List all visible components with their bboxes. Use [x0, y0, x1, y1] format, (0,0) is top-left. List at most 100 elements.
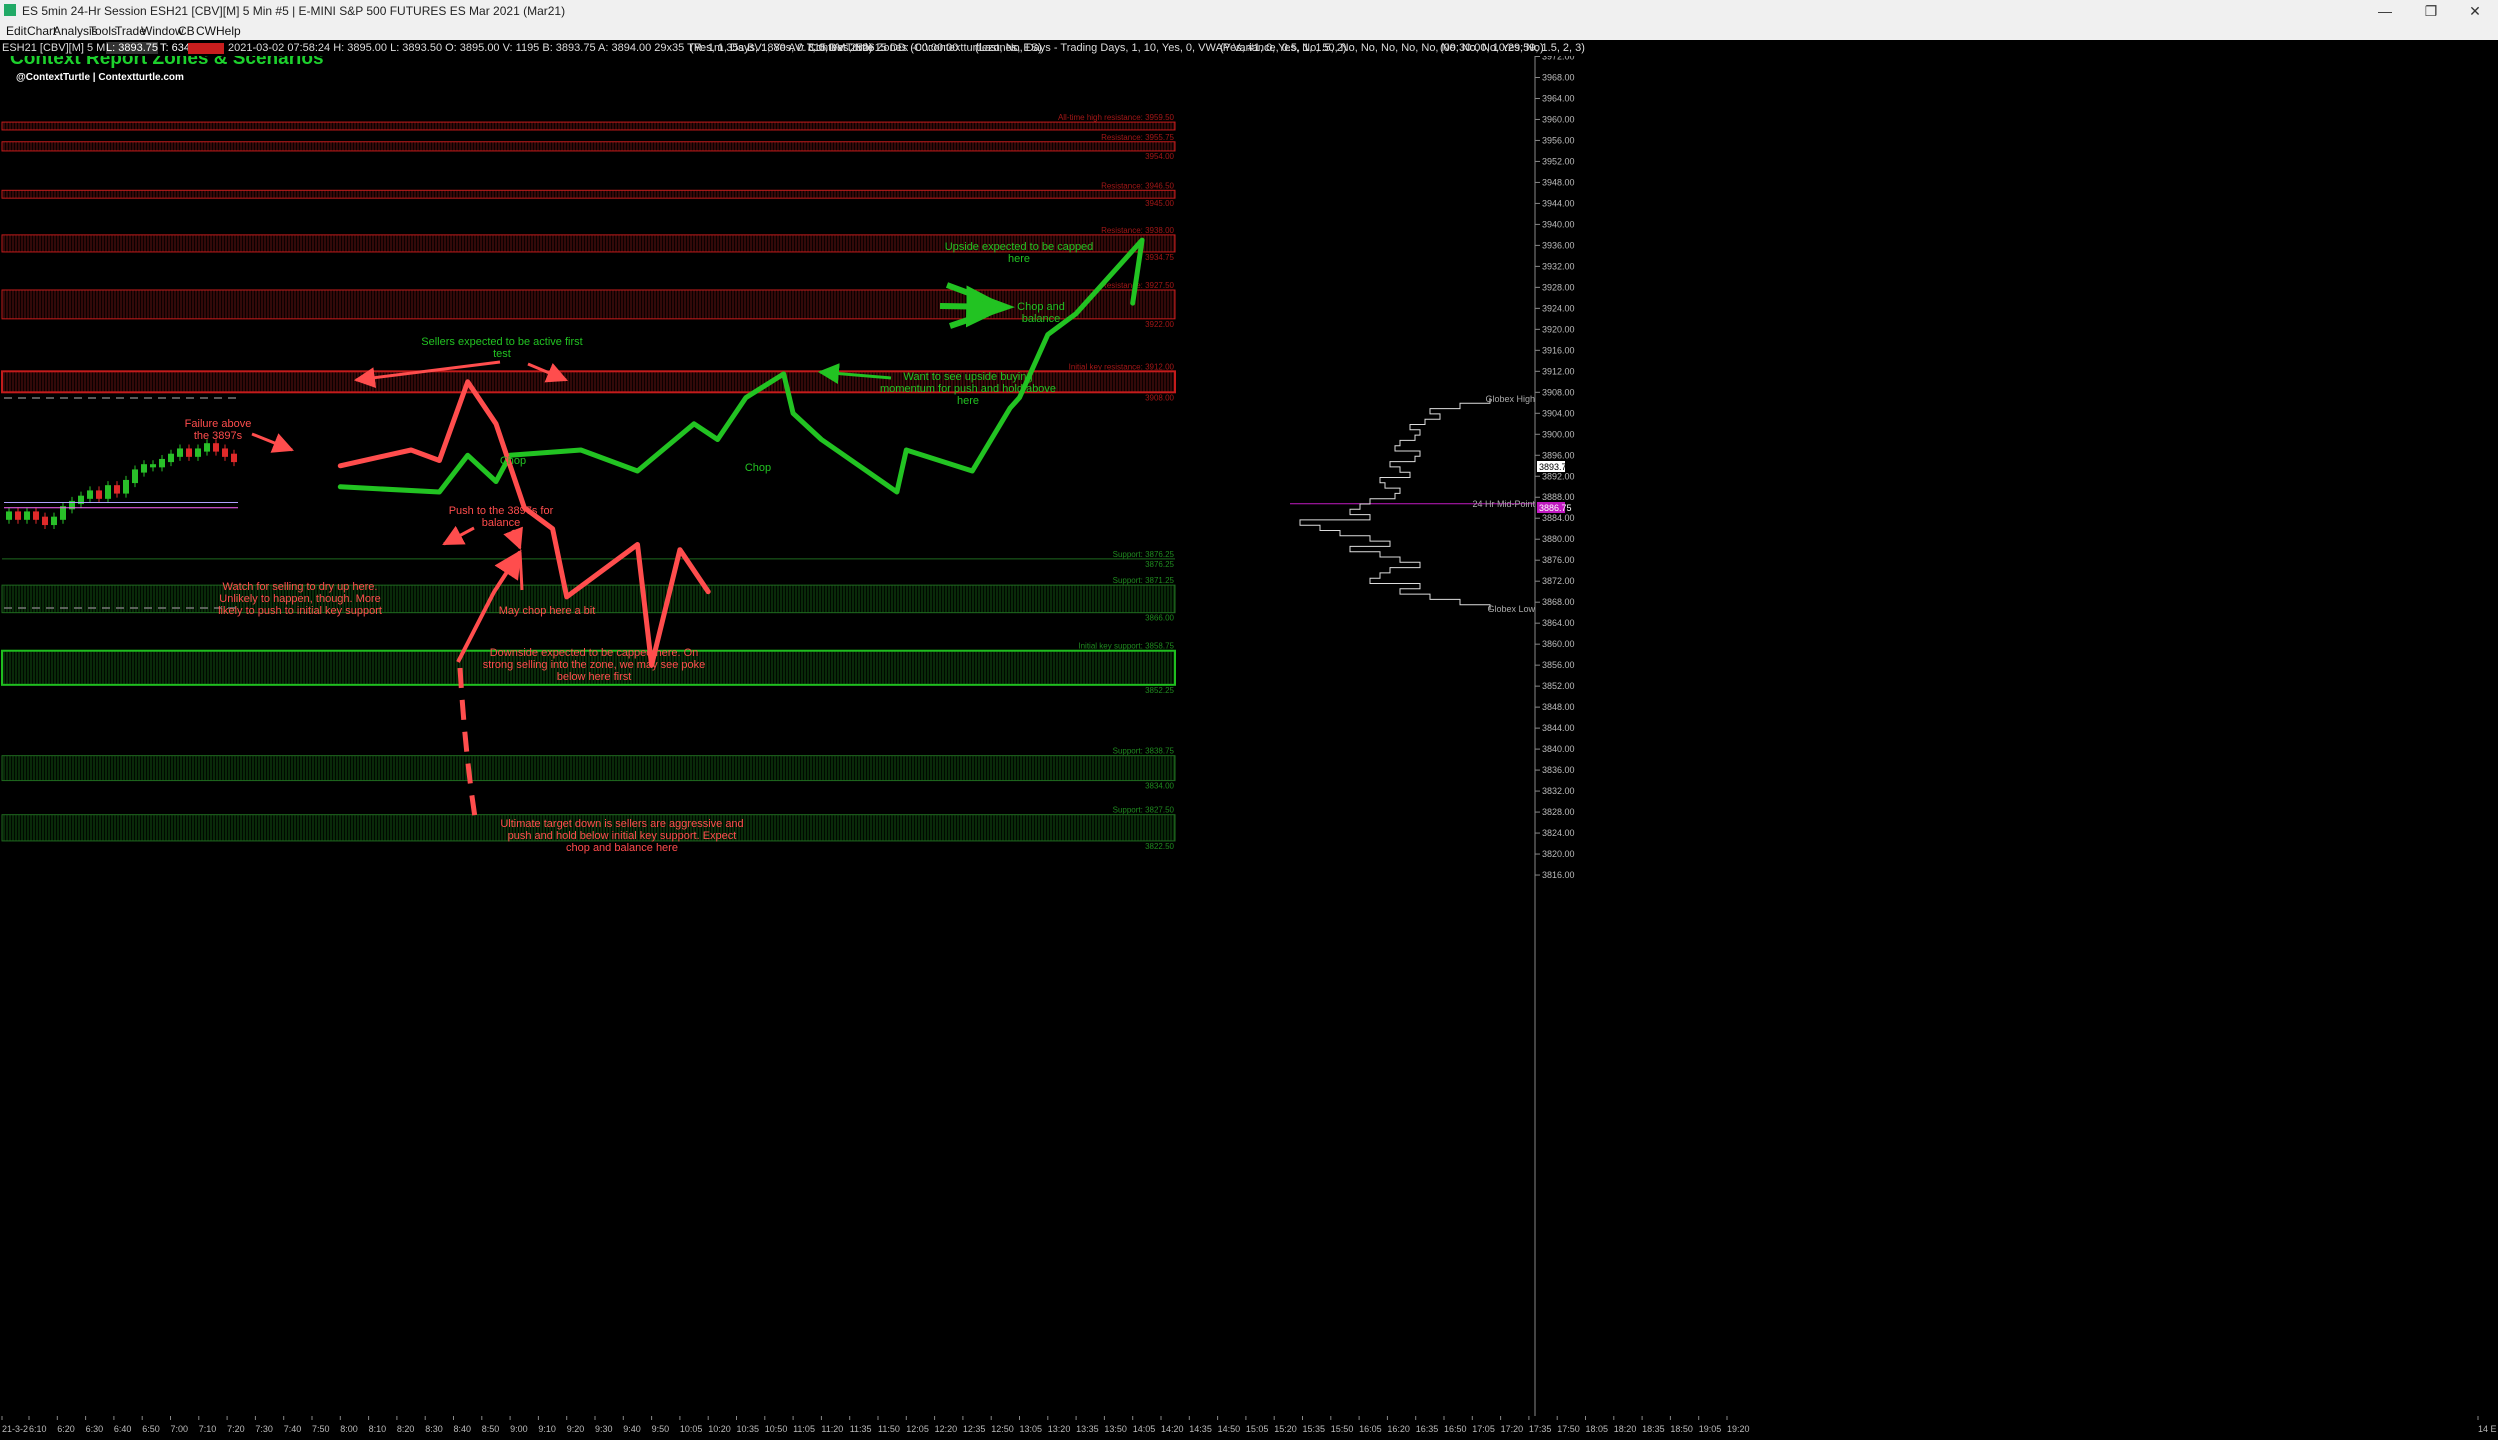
y-tick-label-15: 3912.00 — [1542, 366, 1575, 376]
window-titlebar: ES 5min 24-Hr Session ESH21 [CBV][M] 5 M… — [0, 0, 2498, 22]
x-tick-label-29: 11:20 — [821, 1424, 843, 1434]
x-tick-label-21: 9:30 — [595, 1424, 613, 1434]
x-tick-label-11: 7:50 — [312, 1424, 330, 1434]
x-tick-label-19: 9:10 — [538, 1424, 556, 1434]
globex-low-label: Globex Low — [1487, 604, 1535, 614]
zone-label-top-5: Initial key resistance: 3912.00 — [1069, 362, 1175, 371]
arrow-chop-balance — [939, 285, 1009, 328]
menu-tools[interactable]: Tools — [89, 24, 118, 38]
price-axis: 3972.00 3968.00 3964.00 3960.00 3956.00 3952.… — [1534, 56, 1575, 1416]
y-tick-label-10: 3932.00 — [1542, 261, 1575, 271]
minimize-button[interactable]: — — [2378, 3, 2392, 19]
candle-body-23 — [213, 443, 219, 452]
midpoint-label: 24 Hr Mid-Point — [1472, 499, 1535, 509]
scenario-point-bullish-2 — [466, 453, 470, 457]
menu-cb[interactable]: CB — [178, 24, 195, 38]
candle-body-12 — [114, 485, 120, 494]
x-tick-label-56: 18:05 — [1586, 1424, 1609, 1434]
x-tick-label-14: 8:20 — [397, 1424, 415, 1434]
midpoint-price-label: 3886.75 — [1539, 503, 1572, 513]
scenario-point-bearish-7 — [565, 595, 569, 599]
y-tick-label-24: 3876.00 — [1542, 555, 1575, 565]
y-tick-label-18: 3900.00 — [1542, 429, 1575, 439]
x-tick-label-44: 15:05 — [1246, 1424, 1269, 1434]
menu-window[interactable]: Window — [141, 24, 184, 38]
zone-label-top-8: Initial key support: 3858.75 — [1078, 642, 1174, 651]
y-tick-label-31: 3848.00 — [1542, 702, 1575, 712]
x-tick-label-53: 17:20 — [1501, 1424, 1524, 1434]
x-tick-label-31: 11:50 — [878, 1424, 900, 1434]
arrow-chop-bit — [456, 549, 522, 663]
x-tick-label-22: 9:40 — [623, 1424, 641, 1434]
zone-2 — [1, 189, 1176, 199]
close-button[interactable]: ✕ — [2469, 3, 2481, 19]
x-tick-label-30: 11:35 — [850, 1424, 872, 1434]
y-tick-label-16: 3908.00 — [1542, 387, 1575, 397]
scenario-point-bullish-0 — [338, 485, 342, 489]
zone-10 — [1, 814, 1176, 842]
y-tick-label-36: 3828.00 — [1542, 807, 1575, 817]
volume-profile-outline — [1299, 398, 1491, 610]
zone-1 — [1, 141, 1176, 152]
x-tick-label-32: 12:05 — [906, 1424, 929, 1434]
x-tick-label-0: 21-3-2 — [2, 1424, 28, 1434]
scenario-point-bearish-8 — [635, 542, 639, 546]
x-tick-label-13: 8:10 — [369, 1424, 387, 1434]
scenario-point-bearish-0 — [338, 464, 342, 468]
menu-edit[interactable]: Edit — [6, 24, 27, 38]
scenario-point-bullish-15 — [970, 469, 974, 473]
x-tick-label-46: 15:35 — [1303, 1424, 1326, 1434]
zone-label-bottom-6: 3876.25 — [1145, 560, 1174, 569]
note-watch-selling: Watch for selling to dry up here. Unlikel… — [218, 581, 382, 617]
scenario-point-bullish-8 — [716, 438, 720, 442]
x-tick-label-34: 12:35 — [963, 1424, 986, 1434]
candle-body-15 — [141, 464, 147, 473]
y-tick-label-34: 3836.00 — [1542, 765, 1575, 775]
menu-analysis[interactable]: Analysis — [53, 24, 98, 38]
study-info-bar: ESH21 [CBV][M] 5 Min #5 L: 3893.75 T: 63… — [0, 40, 2498, 56]
scenario-paths — [337, 237, 1145, 668]
x-tick-label-28: 11:05 — [793, 1424, 815, 1434]
zone-8 — [1, 649, 1176, 686]
restore-button[interactable]: ❐ — [2424, 3, 2438, 19]
zone-label-bottom-1: 3954.00 — [1145, 152, 1174, 161]
y-tick-label-5: 3952.00 — [1542, 156, 1575, 166]
x-tick-label-8: 7:20 — [227, 1424, 245, 1434]
menu-help[interactable]: Help — [216, 24, 241, 38]
y-tick-label-11: 3928.00 — [1542, 282, 1575, 292]
x-tick-label-58: 18:35 — [1642, 1424, 1665, 1434]
x-tick-label-4: 6:40 — [114, 1424, 132, 1434]
x-tick-label-18: 9:00 — [510, 1424, 528, 1434]
x-tick-label-36: 13:05 — [1020, 1424, 1043, 1434]
menu-chart[interactable]: Chart — [27, 24, 57, 38]
price-chart[interactable]: All-time high resistance: 3959.50 Resista… — [0, 56, 2498, 1416]
candle-body-17 — [159, 458, 165, 468]
scenario-path-bearish — [337, 379, 711, 668]
arrow-failure — [251, 432, 294, 453]
menu-cw[interactable]: CW — [196, 24, 216, 38]
dashed-downside-path — [457, 667, 479, 825]
arrow-chop-balance-head — [945, 282, 1015, 329]
x-tick-label-17: 8:50 — [482, 1424, 500, 1434]
midpoint-price-tag — [1537, 502, 1565, 513]
candle-body-25 — [231, 453, 237, 463]
x-tick-label-62: 14 E — [2478, 1424, 2497, 1434]
x-tick-label-60: 19:05 — [1699, 1424, 1722, 1434]
zone-0 — [1, 121, 1176, 131]
x-tick-label-40: 14:05 — [1133, 1424, 1156, 1434]
x-tick-label-12: 8:00 — [340, 1424, 358, 1434]
y-tick-label-32: 3844.00 — [1542, 723, 1575, 733]
y-tick-label-29: 3856.00 — [1542, 660, 1575, 670]
candle-body-22 — [204, 443, 210, 452]
annotation-arrows — [4, 282, 1015, 825]
scenario-point-bullish-17 — [1018, 396, 1021, 400]
y-tick-label-22: 3884.00 — [1542, 513, 1575, 523]
scenario-path-bullish — [337, 237, 1145, 495]
y-tick-label-12: 3924.00 — [1542, 303, 1575, 313]
info-symbol: ESH21 [CBV][M] 5 Min #5 — [2, 42, 130, 54]
y-tick-label-28: 3860.00 — [1542, 639, 1575, 649]
zone-label-bottom-2: 3945.00 — [1145, 199, 1174, 208]
menu-trade[interactable]: Trade — [115, 24, 146, 38]
x-tick-label-23: 9:50 — [652, 1424, 670, 1434]
scenario-point-bullish-7 — [692, 422, 696, 426]
